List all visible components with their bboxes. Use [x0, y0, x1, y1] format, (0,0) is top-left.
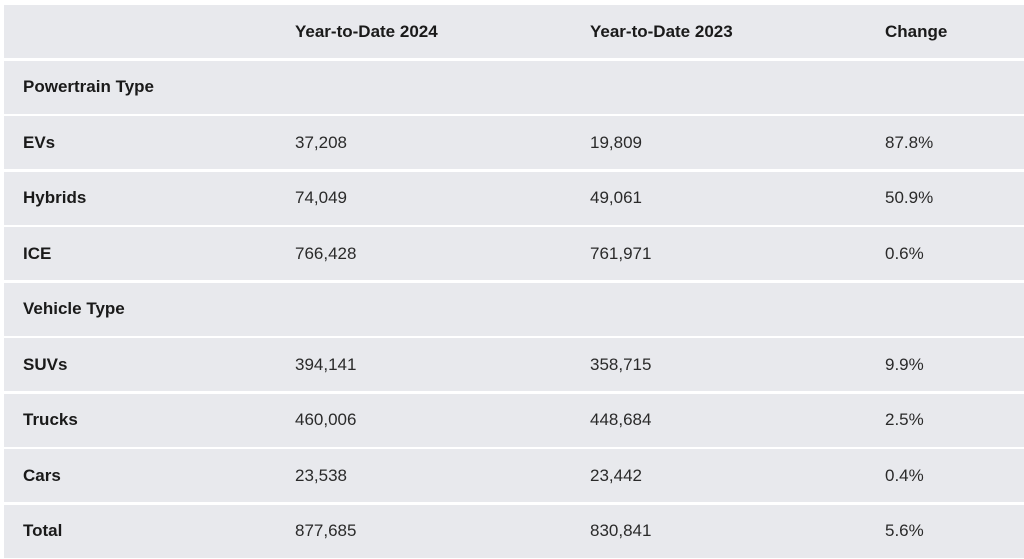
row-label: EVs — [23, 132, 56, 152]
ytd-2023-value: 358,715 — [590, 354, 652, 374]
table-row-cars: Cars 23,538 23,442 0.4% — [4, 449, 1024, 502]
table-row-total: Total 877,685 830,841 5.6% — [4, 504, 1024, 558]
ytd-2023-value: 448,684 — [590, 410, 652, 429]
change-value: 0.4% — [885, 465, 924, 485]
table-row-ice: ICE 766,428 761,971 0.6% — [4, 227, 1024, 280]
header-cell-ytd-2024: Year-to-Date 2024 — [295, 21, 438, 41]
change-value: 50.9% — [885, 188, 934, 207]
table-row-trucks: Trucks 460,006 448,684 2.5% — [4, 393, 1024, 447]
row-label: SUVs — [23, 354, 68, 374]
table-header-row: Year-to-Date 2024 Year-to-Date 2023 Chan… — [4, 5, 1024, 58]
ytd-2024-value: 23,538 — [295, 465, 347, 485]
header-cell-change: Change — [885, 21, 948, 41]
row-label: Total — [23, 521, 63, 540]
change-value: 0.6% — [885, 243, 924, 263]
table-row-suvs: SUVs 394,141 358,715 9.9% — [4, 338, 1024, 391]
section-row-powertrain-type: Powertrain Type — [4, 60, 1024, 114]
ytd-2023-value: 19,809 — [590, 132, 642, 152]
ytd-2024-value: 460,006 — [295, 410, 357, 429]
change-value: 87.8% — [885, 132, 934, 152]
row-label: Hybrids — [23, 188, 87, 207]
section-label: Powertrain Type — [23, 77, 154, 96]
change-value: 2.5% — [885, 410, 924, 429]
table-row-evs: EVs 37,208 19,809 87.8% — [4, 116, 1024, 169]
ytd-2024-value: 877,685 — [295, 521, 357, 540]
ytd-2024-value: 74,049 — [295, 188, 347, 207]
ytd-2023-value: 23,442 — [590, 465, 642, 485]
row-label: Cars — [23, 465, 61, 485]
section-row-vehicle-type: Vehicle Type — [4, 282, 1024, 336]
change-value: 5.6% — [885, 521, 924, 540]
ytd-2024-value: 37,208 — [295, 132, 347, 152]
section-label: Vehicle Type — [23, 299, 125, 318]
ytd-2023-value: 49,061 — [590, 188, 642, 207]
row-label: Trucks — [23, 410, 78, 429]
ytd-2024-value: 766,428 — [295, 243, 357, 263]
ytd-2024-value: 394,141 — [295, 354, 357, 374]
table-row-hybrids: Hybrids 74,049 49,061 50.9% — [4, 171, 1024, 225]
change-value: 9.9% — [885, 354, 924, 374]
ytd-2023-value: 761,971 — [590, 243, 652, 263]
header-cell-ytd-2023: Year-to-Date 2023 — [590, 21, 733, 41]
ytd-2023-value: 830,841 — [590, 521, 652, 540]
row-label: ICE — [23, 243, 52, 263]
sales-table: Year-to-Date 2024 Year-to-Date 2023 Chan… — [4, 5, 1024, 558]
